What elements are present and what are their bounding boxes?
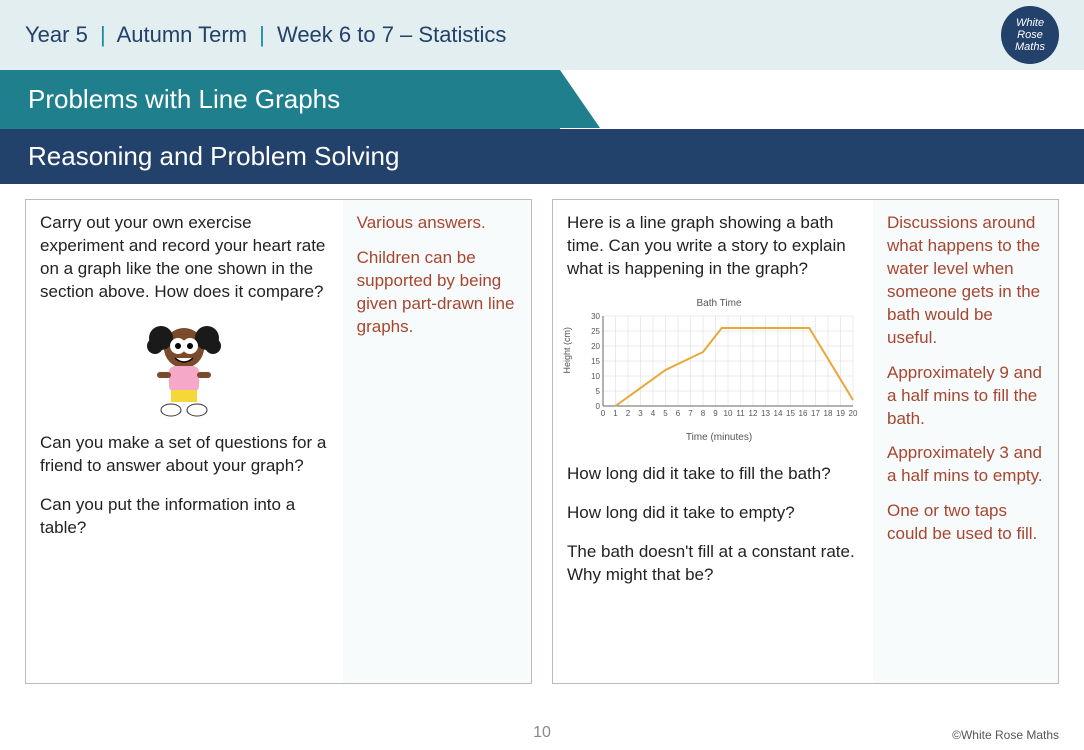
question-text: Here is a line graph showing a bath time…	[567, 212, 859, 281]
svg-text:16: 16	[799, 409, 808, 418]
svg-text:17: 17	[811, 409, 820, 418]
x-axis-label: Time (minutes)	[579, 431, 859, 445]
left-answer: Various answers. Children can be support…	[343, 200, 531, 683]
copyright-text: ©White Rose Maths	[952, 728, 1059, 742]
question-text: How long did it take to fill the bath?	[567, 463, 859, 486]
svg-text:4: 4	[651, 409, 656, 418]
bath-chart: Bath Time Height (cm) 051015202530012345…	[567, 297, 859, 445]
section-title-banner: Reasoning and Problem Solving	[0, 129, 1084, 184]
svg-text:8: 8	[701, 409, 706, 418]
svg-text:9: 9	[713, 409, 718, 418]
left-question: Carry out your own exercise experiment a…	[26, 200, 343, 683]
svg-text:10: 10	[591, 372, 600, 381]
answer-text: One or two taps could be used to fill.	[887, 500, 1044, 546]
separator: |	[259, 22, 265, 47]
content-row: Carry out your own exercise experiment a…	[0, 184, 1084, 694]
svg-text:25: 25	[591, 327, 600, 336]
answer-text: Approximately 9 and a half mins to fill …	[887, 362, 1044, 431]
question-text: Carry out your own exercise experiment a…	[40, 212, 329, 304]
right-question: Here is a line graph showing a bath time…	[553, 200, 873, 683]
question-text: The bath doesn't fill at a constant rate…	[567, 541, 859, 587]
svg-text:7: 7	[688, 409, 693, 418]
svg-text:11: 11	[736, 409, 745, 418]
svg-text:1: 1	[613, 409, 618, 418]
svg-text:19: 19	[836, 409, 845, 418]
right-panel: Here is a line graph showing a bath time…	[552, 199, 1059, 684]
week-text: Week 6 to 7 – Statistics	[277, 22, 506, 47]
svg-text:30: 30	[591, 312, 600, 321]
lesson-title-banner: Problems with Line Graphs	[0, 70, 560, 129]
year-text: Year 5	[25, 22, 88, 47]
answer-text: Approximately 3 and a half mins to empty…	[887, 442, 1044, 488]
svg-text:3: 3	[638, 409, 643, 418]
logo-badge: White Rose Maths	[1001, 6, 1059, 64]
separator: |	[100, 22, 106, 47]
svg-text:2: 2	[626, 409, 631, 418]
answer-text: Discussions around what happens to the w…	[887, 212, 1044, 350]
term-text: Autumn Term	[117, 22, 247, 47]
svg-text:13: 13	[761, 409, 770, 418]
chart-svg: 0510152025300123456789101112131415161718…	[579, 312, 859, 422]
svg-text:5: 5	[663, 409, 668, 418]
left-panel: Carry out your own exercise experiment a…	[25, 199, 532, 684]
answer-text: Children can be supported by being given…	[357, 247, 517, 339]
question-text: Can you put the information into a table…	[40, 494, 329, 540]
character-icon	[139, 320, 229, 420]
svg-text:20: 20	[591, 342, 600, 351]
breadcrumb: Year 5 | Autumn Term | Week 6 to 7 – Sta…	[25, 22, 506, 48]
svg-text:14: 14	[774, 409, 783, 418]
question-text: Can you make a set of questions for a fr…	[40, 432, 329, 478]
svg-text:6: 6	[676, 409, 681, 418]
logo-line: Maths	[1015, 41, 1045, 53]
svg-text:20: 20	[849, 409, 858, 418]
svg-text:5: 5	[596, 387, 601, 396]
lesson-title: Problems with Line Graphs	[28, 84, 340, 114]
logo-line: Rose	[1017, 29, 1043, 41]
svg-text:15: 15	[591, 357, 600, 366]
page-number: 10	[0, 724, 1084, 742]
svg-text:15: 15	[786, 409, 795, 418]
logo-line: White	[1016, 17, 1044, 29]
answer-text: Various answers.	[357, 212, 517, 235]
right-answer: Discussions around what happens to the w…	[873, 200, 1058, 683]
y-axis-label: Height (cm)	[561, 327, 573, 374]
question-text: How long did it take to empty?	[567, 502, 859, 525]
svg-text:10: 10	[724, 409, 733, 418]
chart-wrap: Bath Time Height (cm) 051015202530012345…	[579, 297, 859, 445]
svg-text:12: 12	[749, 409, 758, 418]
svg-text:18: 18	[824, 409, 833, 418]
header-strip: Year 5 | Autumn Term | Week 6 to 7 – Sta…	[0, 0, 1084, 70]
svg-text:0: 0	[601, 409, 606, 418]
section-title: Reasoning and Problem Solving	[28, 141, 399, 171]
chart-title: Bath Time	[579, 297, 859, 311]
